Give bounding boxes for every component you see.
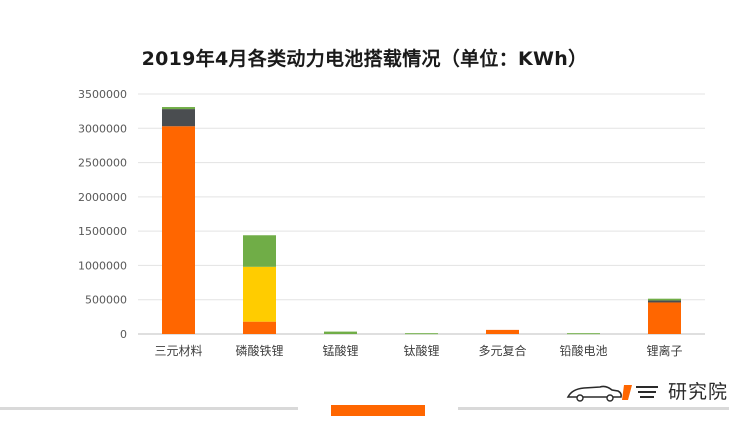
bar-segment: [567, 333, 600, 335]
x-tick-label: 锰酸锂: [322, 343, 358, 358]
bar-segment: [648, 300, 681, 303]
bars: [162, 107, 681, 335]
bar-segment: [162, 109, 195, 127]
bar-segment: [162, 107, 195, 110]
y-tick-label: 3500000: [78, 88, 127, 101]
bar-segment: [243, 266, 276, 322]
y-tick-label: 0: [120, 328, 127, 341]
footer-accent-tab: [331, 405, 425, 416]
bar-segment: [243, 235, 276, 267]
y-tick-label: 1500000: [78, 225, 127, 238]
watermark-text: 研究院: [668, 381, 729, 403]
x-tick-label: 磷酸铁锂: [235, 343, 283, 358]
bar-segment: [405, 333, 438, 335]
x-tick-label: 锂离子: [646, 343, 682, 358]
grid-lines: [138, 93, 705, 335]
chart-title: 2019年4月各类动力电池搭载情况（单位：KWh）: [141, 48, 588, 70]
bar-segment: [324, 331, 357, 334]
x-tick-label: 钛酸锂: [403, 343, 439, 358]
bar-segment: [648, 298, 681, 301]
y-tick-label: 500000: [85, 294, 127, 307]
y-tick-label: 1000000: [78, 259, 127, 272]
x-tick-label: 三元材料: [154, 344, 202, 358]
y-tick-label: 2500000: [78, 157, 127, 170]
x-tick-label: 铅酸电池: [559, 343, 607, 358]
y-tick-label: 2000000: [78, 191, 127, 204]
x-tick-labels: 三元材料 磷酸铁锂 锰酸锂 钛酸锂 多元复合 铅酸电池 锂离子: [154, 343, 682, 358]
watermark: 研究院: [566, 379, 729, 403]
y-tick-labels: 0 500000 1000000 1500000 2000000 2500000 30000…: [78, 88, 127, 341]
bar-segment: [648, 302, 681, 334]
car-logo-icon: [566, 385, 658, 402]
bar-segment: [162, 126, 195, 334]
y-tick-label: 3000000: [78, 122, 127, 135]
bar-segment: [486, 329, 519, 334]
footer-divider-right: [458, 407, 729, 410]
x-tick-label: 多元复合: [478, 343, 526, 358]
footer-divider-left: [0, 407, 298, 410]
bar-segment: [243, 321, 276, 334]
